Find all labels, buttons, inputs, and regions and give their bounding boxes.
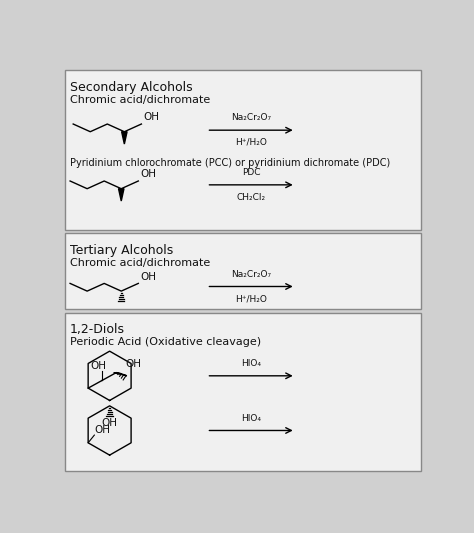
Text: Periodic Acid (Oxidative cleavage): Periodic Acid (Oxidative cleavage)	[70, 336, 261, 346]
Bar	[64, 313, 421, 471]
Text: 1,2-Diols: 1,2-Diols	[70, 322, 125, 336]
Polygon shape	[118, 189, 124, 201]
Text: CH₂Cl₂: CH₂Cl₂	[237, 192, 265, 201]
Text: OH: OH	[125, 359, 141, 369]
Polygon shape	[122, 132, 127, 144]
Text: Secondary Alcohols: Secondary Alcohols	[70, 81, 193, 94]
Text: OH: OH	[94, 425, 110, 435]
Text: HIO₄: HIO₄	[241, 359, 261, 368]
Text: OH: OH	[141, 168, 156, 179]
Text: Chromic acid/dichromate: Chromic acid/dichromate	[70, 95, 210, 105]
Text: Na₂Cr₂O₇: Na₂Cr₂O₇	[231, 114, 271, 123]
Polygon shape	[114, 373, 127, 376]
Text: Na₂Cr₂O₇: Na₂Cr₂O₇	[231, 270, 271, 279]
Text: OH: OH	[141, 272, 156, 282]
Text: OH: OH	[90, 361, 106, 371]
Text: Chromic acid/dichromate: Chromic acid/dichromate	[70, 258, 210, 268]
Text: PDC: PDC	[242, 168, 260, 177]
Text: H⁺/H₂O: H⁺/H₂O	[235, 294, 267, 303]
Text: OH: OH	[101, 418, 118, 428]
Text: OH: OH	[144, 112, 160, 122]
Text: Pyridinium chlorochromate (PCC) or pyridinium dichromate (PDC): Pyridinium chlorochromate (PCC) or pyrid…	[70, 158, 391, 168]
Bar	[64, 70, 421, 230]
Text: H⁺/H₂O: H⁺/H₂O	[235, 138, 267, 147]
Text: HIO₄: HIO₄	[241, 414, 261, 423]
Bar	[64, 233, 421, 309]
Text: Tertiary Alcohols: Tertiary Alcohols	[70, 244, 173, 257]
